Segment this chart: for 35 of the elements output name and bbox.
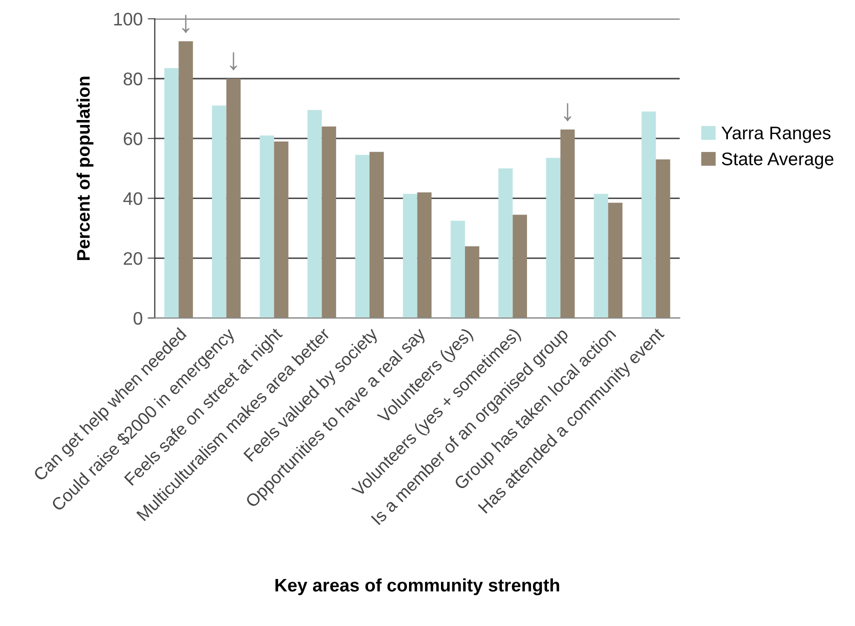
bar <box>594 194 608 318</box>
bar <box>212 106 226 318</box>
y-tick-label: 100 <box>114 12 142 26</box>
bar <box>370 152 384 318</box>
bar <box>417 192 432 318</box>
y-tick-label: 20 <box>124 252 142 265</box>
annotation: ↓ <box>564 103 572 122</box>
bar <box>355 154 370 318</box>
bar <box>464 246 480 318</box>
y-tick-label: 40 <box>123 192 142 206</box>
y-axis-title: Percent of population <box>76 76 94 260</box>
bar <box>546 158 560 318</box>
bar <box>226 78 241 318</box>
bar <box>260 135 274 318</box>
annotation: ↓ <box>230 52 238 70</box>
bar <box>560 129 575 318</box>
bar <box>322 126 336 318</box>
legend-label: Yarra Ranges <box>721 126 831 143</box>
bar <box>498 168 513 318</box>
y-tick-label: 80 <box>124 72 142 86</box>
bar <box>402 194 418 318</box>
y-tick-label: 0 <box>134 312 142 325</box>
bar <box>274 141 288 318</box>
x-axis-title: Key areas of community strength <box>275 578 560 596</box>
bar <box>164 68 179 318</box>
legend-label: State Average <box>722 152 834 169</box>
bar <box>307 110 322 318</box>
bar <box>608 202 622 318</box>
bar <box>512 214 528 318</box>
bar <box>656 159 670 318</box>
annotation: ↓ <box>182 14 190 34</box>
bar <box>178 41 193 318</box>
y-tick-label: 60 <box>124 132 142 146</box>
bar <box>450 220 465 318</box>
bar <box>642 112 656 318</box>
